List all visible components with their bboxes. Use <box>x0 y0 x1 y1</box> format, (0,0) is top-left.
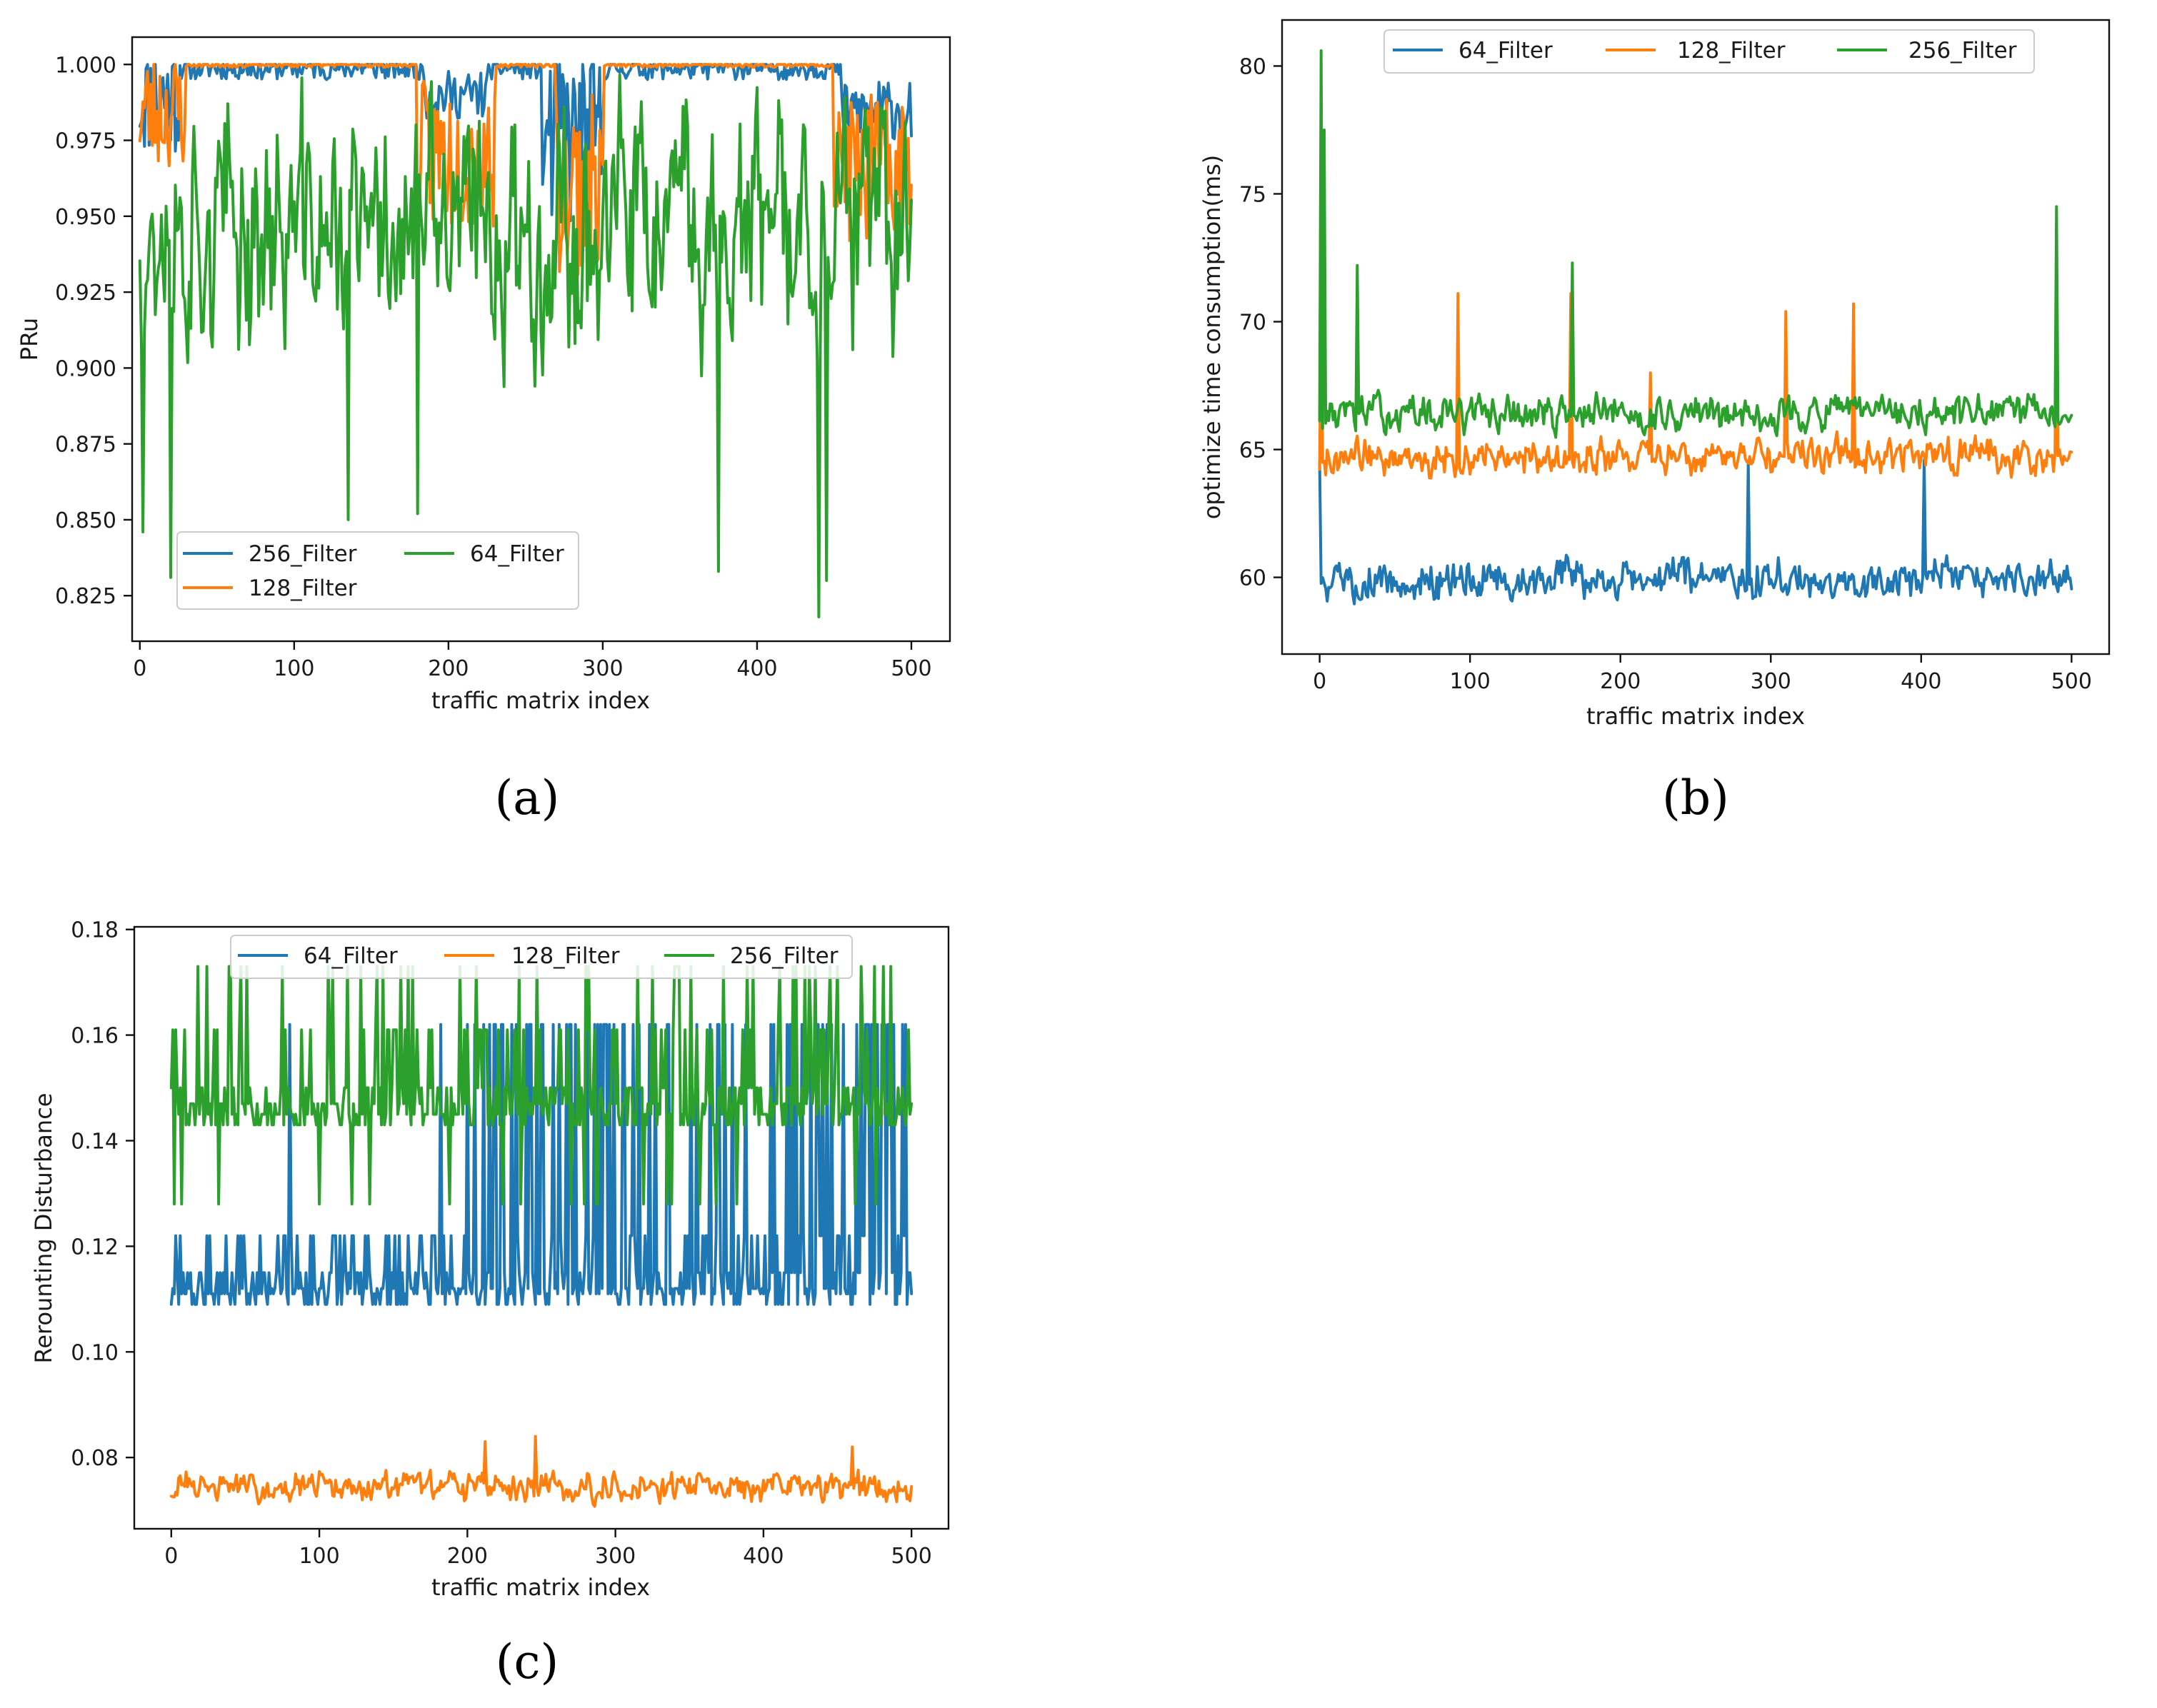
x-tick-label: 100 <box>1450 669 1491 694</box>
legend-label-256-filter: 256_Filter <box>1908 38 2017 64</box>
x-tick-label: 300 <box>1751 669 1791 694</box>
panel-c: 0 100 200 300 400 500 0.08 0.10 0.12 0.14 0.16 0.1… <box>30 918 950 1689</box>
series-line-256-filter <box>169 965 914 1206</box>
panel-b-y-ticks: 60 65 70 75 80 <box>1239 54 1282 591</box>
legend-label-64-filter: 64_Filter <box>470 541 564 567</box>
y-tick-label: 0.850 <box>55 508 116 533</box>
legend-label-128-filter: 128_Filter <box>1677 38 1786 64</box>
y-tick-label: 0.975 <box>55 129 116 154</box>
panel-a-x-ticks: 0 100 200 300 400 500 <box>133 641 932 681</box>
y-tick-label: 70 <box>1239 311 1266 336</box>
panel-b-legend: 64_Filter 128_Filter 256_Filter <box>1383 29 2035 74</box>
y-tick-label: 0.18 <box>71 918 119 943</box>
panel-c-plot-frame <box>133 925 950 1530</box>
y-tick-label: 0.925 <box>55 281 116 306</box>
panel-a-legend-box <box>176 531 579 610</box>
series-line-64-filter <box>1318 458 2073 606</box>
series-line-128-filter <box>138 63 913 276</box>
panel-b-y-axis-label: optimize time consumption(ms) <box>1198 155 1226 520</box>
y-tick-label: 0.10 <box>71 1340 119 1365</box>
series-line-128-filter <box>1318 284 2073 480</box>
y-tick-label: 75 <box>1239 182 1266 207</box>
x-tick-label: 300 <box>595 1544 636 1569</box>
x-tick-label: 100 <box>274 656 314 681</box>
panel-c-y-axis-label: Rerounting Disturbance <box>30 1093 57 1364</box>
x-tick-label: 500 <box>891 1544 932 1569</box>
y-tick-label: 60 <box>1239 566 1266 591</box>
panel-b: 0 100 200 300 400 500 60 65 70 75 80 traffic matr… <box>1198 19 2111 825</box>
legend-label-256-filter: 256_Filter <box>249 541 357 567</box>
y-tick-label: 0.12 <box>71 1235 119 1260</box>
legend-label-128-filter: 128_Filter <box>249 576 357 601</box>
panel-b-series <box>1318 49 2073 606</box>
series-line-64-filter <box>138 73 913 618</box>
panel-b-legend-box <box>1383 29 2035 74</box>
panel-c-label: (c) <box>496 1634 559 1689</box>
panel-a-plot-frame <box>131 36 951 643</box>
panel-a-series <box>138 63 913 618</box>
x-tick-label: 100 <box>299 1544 339 1569</box>
legend-label-64-filter: 64_Filter <box>1458 38 1553 64</box>
panel-c-legend: 64_Filter 128_Filter 256_Filter <box>230 935 853 979</box>
panel-b-label: (b) <box>1662 770 1729 825</box>
x-tick-label: 400 <box>743 1544 784 1569</box>
panel-a-x-axis-label: traffic matrix index <box>431 687 650 714</box>
panel-c-x-ticks: 0 100 200 300 400 500 <box>164 1529 932 1569</box>
y-tick-label: 65 <box>1239 438 1266 463</box>
y-tick-label: 0.875 <box>55 433 116 458</box>
series-line-128-filter <box>169 1435 914 1508</box>
panel-b-x-axis-label: traffic matrix index <box>1586 703 1805 730</box>
x-tick-label: 0 <box>133 656 146 681</box>
y-tick-label: 0.14 <box>71 1129 119 1154</box>
legend-label-64-filter: 64_Filter <box>304 943 398 969</box>
x-tick-label: 0 <box>1313 669 1326 694</box>
panel-a-y-axis-label: PRu <box>16 318 43 361</box>
x-tick-label: 200 <box>447 1544 488 1569</box>
x-tick-label: 400 <box>736 656 777 681</box>
x-tick-label: 300 <box>582 656 623 681</box>
legend-label-256-filter: 256_Filter <box>730 943 839 969</box>
y-tick-label: 0.900 <box>55 356 116 381</box>
panel-c-y-ticks: 0.08 0.10 0.12 0.14 0.16 0.18 <box>71 918 134 1471</box>
panel-b-x-ticks: 0 100 200 300 400 500 <box>1313 654 2092 694</box>
y-tick-label: 0.825 <box>55 584 116 609</box>
legend-label-128-filter: 128_Filter <box>511 943 620 969</box>
y-tick-label: 0.16 <box>71 1024 119 1049</box>
panel-a-label: (a) <box>495 770 560 825</box>
series-line-256-filter <box>1318 49 2073 439</box>
x-tick-label: 500 <box>891 656 931 681</box>
x-tick-label: 0 <box>164 1544 178 1569</box>
y-tick-label: 80 <box>1239 54 1266 79</box>
panel-b-plot-frame <box>1281 19 2111 655</box>
x-tick-label: 200 <box>1600 669 1641 694</box>
panel-a-legend: 256_Filter 128_Filter 64_Filter <box>176 531 579 610</box>
x-tick-label: 200 <box>428 656 469 681</box>
x-tick-label: 500 <box>2051 669 2092 694</box>
panel-a: 0 100 200 300 400 500 0.825 0.850 0.875 0.900 0.9… <box>16 36 951 825</box>
panel-a-y-ticks: 0.825 0.850 0.875 0.900 0.925 0.950 0.975 1.000 <box>55 53 132 609</box>
panel-c-x-axis-label: traffic matrix index <box>431 1574 650 1601</box>
y-tick-label: 0.950 <box>55 205 116 230</box>
y-tick-label: 1.000 <box>55 53 116 78</box>
x-tick-label: 400 <box>1901 669 1941 694</box>
panel-c-legend-box <box>230 935 853 979</box>
series-line-64-filter <box>169 1023 914 1306</box>
y-tick-label: 0.08 <box>71 1446 119 1471</box>
panel-c-series <box>169 965 914 1508</box>
